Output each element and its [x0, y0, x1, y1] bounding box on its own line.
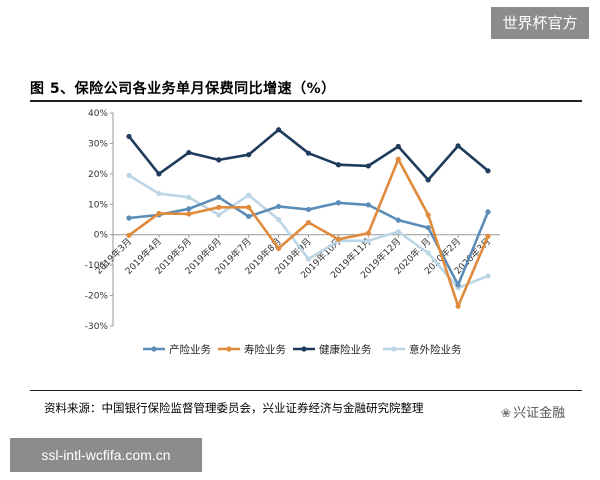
legend-swatch-marker — [391, 346, 397, 352]
brand-text: 兴证金融 — [513, 406, 566, 421]
series-line — [128, 158, 490, 308]
data-point — [126, 172, 132, 178]
data-point — [365, 202, 371, 208]
data-point — [305, 219, 312, 226]
chart-series — [126, 127, 491, 309]
series-2 — [126, 127, 491, 183]
legend-label: 健康险业务 — [319, 343, 372, 356]
data-point — [275, 245, 282, 252]
legend-swatch-marker — [151, 346, 157, 352]
data-point — [425, 177, 431, 183]
data-point — [216, 204, 222, 210]
data-point — [186, 194, 192, 200]
data-point — [305, 206, 312, 213]
source-note: 资料来源：中国银行保险监督管理委员会，兴业证券经济与金融研究院整理 — [44, 401, 424, 415]
data-point — [156, 191, 162, 197]
data-point — [126, 232, 132, 238]
data-point — [455, 303, 461, 309]
data-point — [275, 216, 282, 223]
wechat-icon: ❀ — [501, 406, 512, 420]
data-point — [335, 162, 342, 168]
legend-label: 产险业务 — [169, 343, 211, 356]
watermark-bottom: ssl-intl-wcfifa.com.cn — [10, 438, 202, 472]
data-point — [216, 194, 222, 200]
data-point — [186, 211, 192, 217]
legend-item: 产险业务 — [143, 343, 211, 356]
y-tick-label: -30% — [85, 322, 109, 332]
data-point — [305, 256, 312, 262]
data-point — [455, 143, 461, 149]
data-point — [425, 225, 431, 231]
data-point — [186, 206, 192, 212]
title-rule — [30, 100, 582, 102]
y-tick-label: 0% — [94, 231, 109, 241]
data-point — [246, 213, 252, 220]
y-tick-label: -10% — [85, 261, 109, 271]
legend-label: 意外险业务 — [409, 343, 462, 356]
legend-swatch-marker — [226, 346, 232, 352]
y-tick-label: 10% — [88, 200, 108, 210]
data-point — [126, 215, 132, 221]
data-point — [246, 152, 252, 158]
source-rule — [30, 390, 582, 391]
data-point — [395, 217, 401, 223]
data-point — [395, 143, 401, 150]
y-tick-label: 30% — [88, 139, 108, 149]
data-point — [425, 212, 431, 218]
legend-item: 健康险业务 — [293, 343, 372, 356]
legend-swatch-marker — [301, 346, 307, 352]
data-point — [126, 133, 132, 140]
data-point — [335, 200, 342, 206]
data-point — [485, 233, 491, 239]
legend-label: 寿险业务 — [244, 343, 286, 356]
figure-title: 图 5、保险公司各业务单月保费同比增速（%） — [30, 81, 336, 97]
data-point — [365, 230, 371, 236]
series-0 — [126, 194, 491, 288]
data-point — [395, 156, 401, 162]
y-tick-label: 40% — [88, 109, 108, 119]
series-1 — [126, 156, 491, 309]
data-point — [246, 192, 252, 198]
data-point — [395, 229, 401, 235]
data-point — [455, 282, 461, 288]
data-point — [305, 150, 312, 156]
brand-label: ❀ 兴证金融 — [501, 402, 565, 421]
y-tick-label: -20% — [85, 292, 109, 302]
data-point — [485, 273, 491, 279]
data-point — [485, 168, 491, 174]
data-point — [246, 204, 252, 210]
legend-item: 意外险业务 — [383, 343, 462, 356]
legend-item: 寿险业务 — [218, 343, 286, 356]
data-point — [365, 238, 371, 244]
data-point — [335, 236, 342, 242]
data-point — [156, 210, 162, 217]
data-point — [275, 203, 282, 210]
data-point — [186, 149, 192, 156]
data-point — [485, 209, 491, 215]
data-point — [425, 250, 431, 256]
data-point — [216, 212, 222, 218]
watermark-top: 世界杯官方 — [491, 7, 589, 39]
data-point — [216, 157, 222, 163]
data-point — [275, 127, 282, 133]
chart-legend: 产险业务 寿险业务 健康险业务 意外险业务 — [143, 343, 462, 356]
y-tick-label: 20% — [88, 170, 108, 180]
data-point — [156, 171, 162, 177]
data-point — [365, 163, 371, 169]
